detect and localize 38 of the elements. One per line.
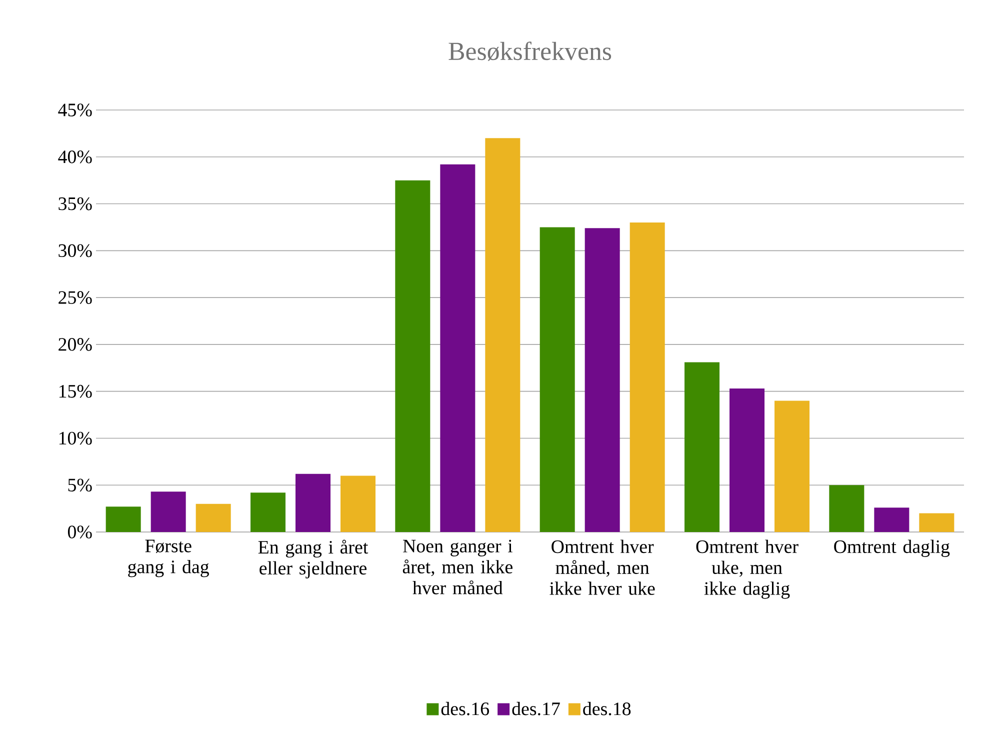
y-tick-label: 30%: [58, 244, 92, 258]
bar: [250, 492, 286, 532]
y-tick-label: 40%: [58, 150, 92, 164]
x-tick-label: Noen ganger i året, men ikke hver måned: [402, 540, 512, 594]
y-tick-label: 5%: [68, 478, 92, 492]
x-tick-label: Omtrent daglig: [834, 540, 950, 557]
y-tick-label: 35%: [58, 197, 92, 210]
y-tick-label: 20%: [58, 338, 92, 351]
bar: [106, 506, 141, 532]
bar: [919, 513, 954, 532]
x-tick-label: Omtrent hver måned, men ikke hver uke: [550, 540, 655, 595]
bar: [296, 474, 331, 532]
y-tick-label: 15%: [59, 384, 92, 398]
x-tick-label: Omtrent hver uke, men ikke daglig: [696, 540, 798, 599]
bar: [395, 180, 430, 532]
bar: [730, 388, 765, 532]
bar: [196, 504, 231, 532]
bar: [684, 362, 720, 532]
x-tick-label: Første gang i dag: [128, 540, 209, 578]
legend-label: des.18: [583, 702, 631, 716]
y-tick-label: 25%: [58, 291, 92, 304]
bar: [829, 485, 864, 532]
bar: [440, 164, 476, 532]
bar: [630, 222, 665, 532]
y-tick-label: 10%: [59, 432, 92, 445]
x-tick-label: En gang i året eller sjeldnere: [258, 540, 368, 578]
bar: [340, 476, 376, 532]
legend-label: des.17: [512, 702, 560, 716]
bar: [774, 400, 810, 532]
y-tick-label: 45%: [58, 104, 92, 116]
legend-label: des.16: [441, 702, 489, 716]
bar: [584, 228, 620, 532]
bar: [150, 492, 186, 532]
bar: [874, 508, 910, 532]
chart-title: Besøksfrekvens: [448, 42, 612, 61]
y-tick-label: 0%: [68, 526, 92, 538]
bar: [485, 138, 520, 532]
bar: [540, 227, 575, 532]
